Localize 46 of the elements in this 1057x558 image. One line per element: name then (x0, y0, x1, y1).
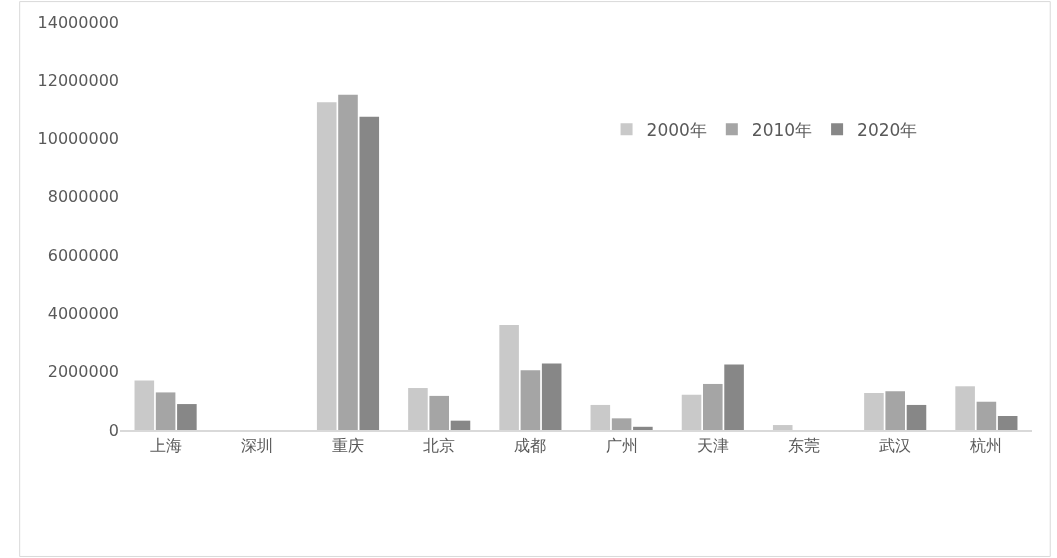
bar (338, 94, 358, 430)
bar (724, 364, 744, 430)
bar (703, 383, 723, 430)
bar (590, 404, 611, 430)
y-tick-label: 6000000 (47, 245, 119, 265)
bar (520, 370, 541, 430)
bar (429, 395, 449, 430)
bar (885, 391, 905, 430)
x-tick-label: 北京 (423, 436, 456, 456)
y-tick-label: 12000000 (37, 70, 119, 90)
bar (976, 401, 997, 430)
bar (864, 392, 884, 430)
y-tick-label: 10000000 (37, 129, 119, 149)
bar (906, 404, 927, 430)
bar (155, 392, 176, 430)
x-tick-label: 成都 (514, 436, 547, 456)
x-tick-label: 重庆 (332, 436, 364, 456)
bar (681, 394, 702, 430)
y-tick-label: 4000000 (47, 304, 119, 324)
bar (177, 404, 197, 430)
legend-label: 2010年 (751, 119, 813, 140)
x-tick-label: 上海 (149, 436, 182, 456)
bar (611, 418, 632, 430)
bar (316, 102, 337, 430)
y-tick-label: 8000000 (47, 187, 119, 207)
x-tick-label: 杭州 (969, 436, 1003, 456)
y-tick-label: 0 (108, 420, 119, 440)
x-tick-label: 东莞 (788, 436, 820, 456)
x-tick-label: 广州 (605, 436, 638, 456)
bar (359, 116, 380, 430)
legend-label: 2000年 (646, 119, 707, 140)
x-tick-label: 深圳 (240, 436, 273, 456)
bar (499, 325, 519, 430)
bar (772, 425, 793, 430)
bar (541, 363, 562, 430)
bar (134, 380, 155, 430)
bar (633, 426, 653, 430)
x-tick-label: 天津 (696, 436, 729, 456)
bar (450, 420, 471, 430)
bar (408, 388, 428, 430)
y-tick-label: 2000000 (47, 362, 119, 382)
x-tick-label: 武汉 (879, 436, 912, 456)
y-tick-label: 14000000 (37, 12, 119, 32)
legend-label: 2020年 (857, 119, 918, 140)
bar (955, 386, 975, 430)
bar (997, 416, 1018, 430)
